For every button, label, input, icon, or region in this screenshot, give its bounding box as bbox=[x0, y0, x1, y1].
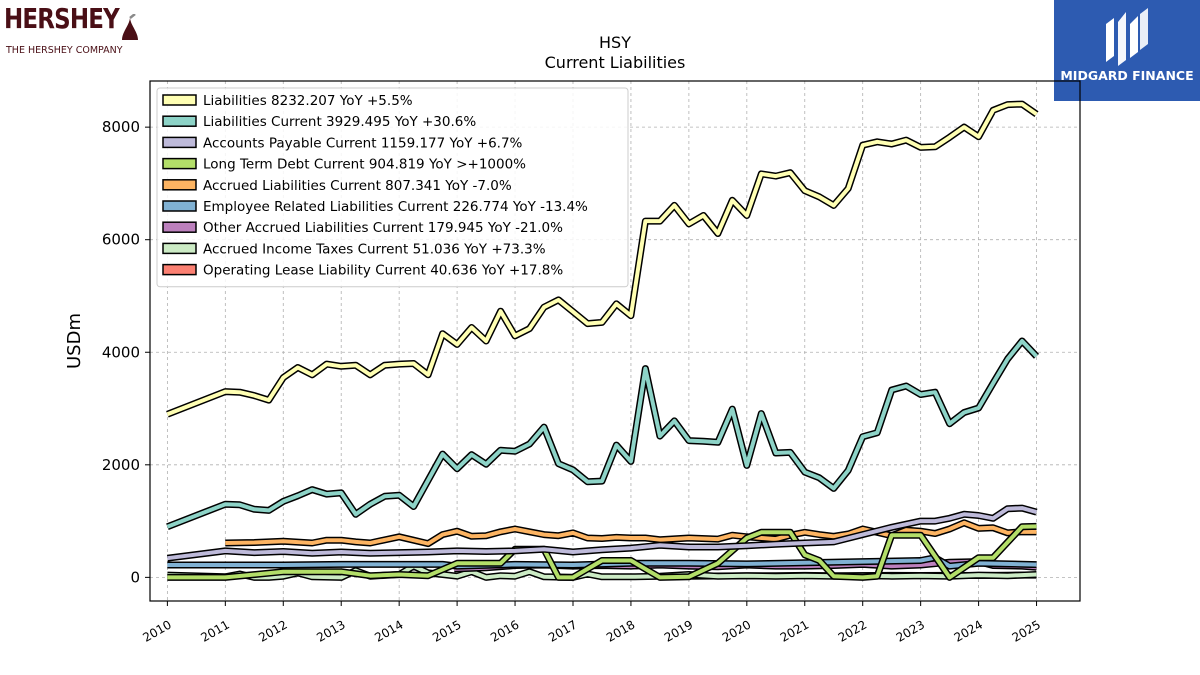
y-tick-label: 6000 bbox=[102, 231, 140, 249]
x-tick-label: 2015 bbox=[430, 617, 463, 644]
chart-subtitle: Current Liabilities bbox=[545, 53, 686, 72]
legend-swatch bbox=[162, 115, 197, 127]
legend-entry: Accrued Liabilities Current 807.341 YoY … bbox=[203, 178, 512, 194]
legend-swatch bbox=[162, 136, 197, 149]
legend-swatch bbox=[162, 157, 197, 170]
x-tick-label: 2019 bbox=[662, 617, 695, 644]
x-tick-label: 2017 bbox=[546, 617, 579, 644]
series-line-accounts-payable-current bbox=[167, 506, 1038, 561]
legend-entry: Other Accrued Liabilities Current 179.94… bbox=[203, 220, 563, 236]
x-tick-label: 2011 bbox=[198, 617, 231, 644]
legend-box bbox=[156, 87, 629, 288]
legend-swatch bbox=[162, 200, 197, 212]
hershey-brand-text: HERSHEY bbox=[4, 2, 120, 35]
x-tick-label: 2023 bbox=[894, 617, 927, 644]
series-line-long-term-debt-current bbox=[167, 524, 1037, 580]
chart-title: HSY bbox=[599, 33, 631, 52]
x-tick-label: 2010 bbox=[140, 617, 173, 644]
x-tick-label: 2018 bbox=[604, 617, 637, 644]
series-line-liabilities bbox=[166, 102, 1038, 417]
x-tick-label: 2022 bbox=[836, 617, 869, 644]
legend-swatch bbox=[162, 221, 197, 233]
legend-swatch bbox=[162, 94, 197, 106]
y-tick-label: 4000 bbox=[102, 343, 140, 361]
y-axis-label: USDm bbox=[64, 313, 85, 369]
legend-entry: Long Term Debt Current 904.819 YoY >+100… bbox=[203, 157, 526, 173]
x-tick-label: 2021 bbox=[778, 617, 811, 644]
hershey-logo: HERSHEY THE HERSHEY COMPANY bbox=[4, 2, 144, 56]
legend-entry: Operating Lease Liability Current 40.636… bbox=[203, 263, 563, 279]
series-layer bbox=[166, 100, 1040, 581]
x-tick-label: 2020 bbox=[720, 617, 753, 644]
legend-entry: Accrued Income Taxes Current 51.036 YoY … bbox=[203, 241, 546, 257]
midgard-brand-text: MIDGARD FINANCE bbox=[1060, 68, 1194, 83]
y-tick-label: 8000 bbox=[102, 118, 140, 136]
legend-entry: Liabilities Current 3929.495 YoY +30.6% bbox=[203, 114, 476, 130]
series-line-accrued-liabilities-current bbox=[225, 520, 1037, 546]
legend-entry: Employee Related Liabilities Current 226… bbox=[203, 199, 588, 215]
legend-entry: Liabilities 8232.207 YoY +5.5% bbox=[203, 93, 413, 109]
legend-swatch bbox=[162, 242, 197, 255]
x-tick-label: 2025 bbox=[1010, 617, 1043, 644]
x-tick-label: 2012 bbox=[256, 617, 289, 644]
x-tick-label: 2013 bbox=[314, 617, 347, 644]
y-tick-label: 2000 bbox=[102, 456, 140, 474]
midgard-emblem-icon bbox=[1106, 8, 1148, 66]
legend-swatch bbox=[162, 263, 197, 276]
midgard-logo: MIDGARD FINANCE bbox=[1054, 0, 1200, 101]
legend-entry: Accounts Payable Current 1159.177 YoY +6… bbox=[203, 135, 523, 151]
legend-swatch bbox=[162, 179, 197, 191]
plot-frame bbox=[149, 80, 1081, 602]
kiss-icon bbox=[122, 14, 138, 40]
x-tick-label: 2024 bbox=[952, 617, 985, 644]
series-line-liabilities-current bbox=[166, 339, 1038, 529]
x-tick-label: 2016 bbox=[488, 617, 521, 644]
y-tick-label: 0 bbox=[130, 568, 140, 586]
legend: Liabilities 8232.207 YoY +5.5% Liabilitie… bbox=[156, 87, 629, 288]
x-tick-label: 2014 bbox=[372, 617, 405, 644]
hershey-sub-text: THE HERSHEY COMPANY bbox=[6, 45, 123, 56]
